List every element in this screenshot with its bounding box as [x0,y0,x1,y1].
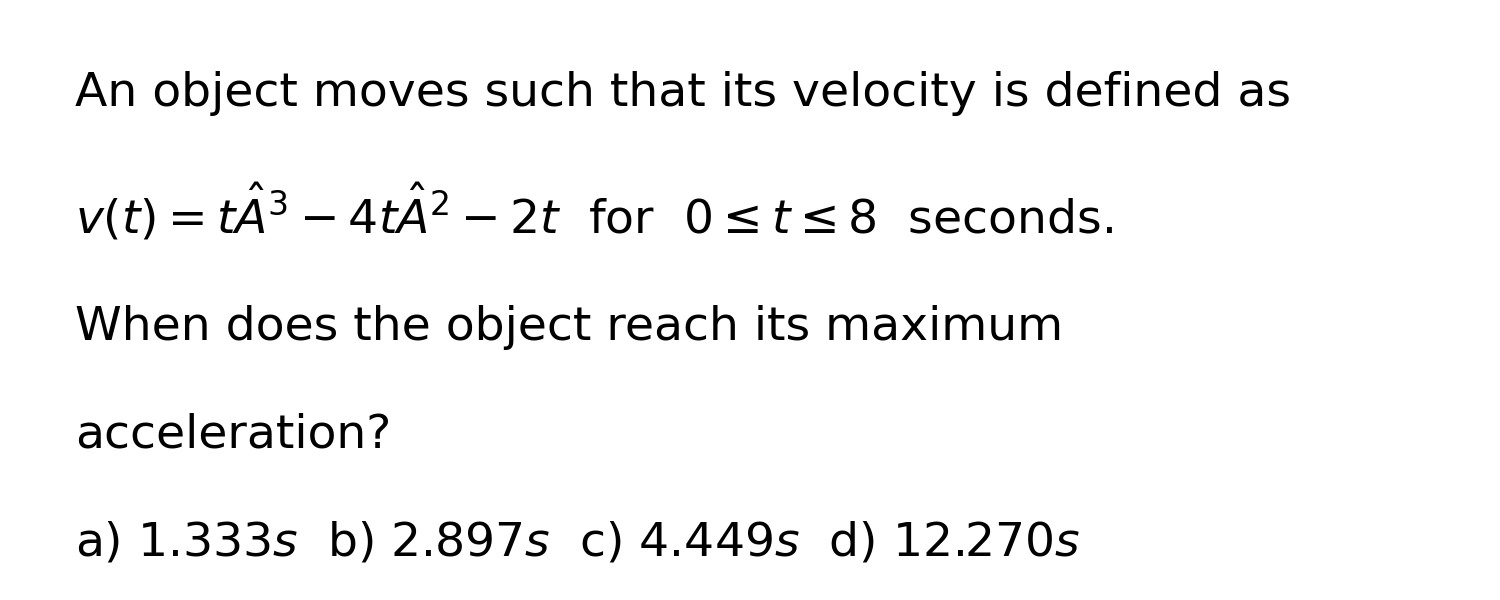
Text: $v(t) = t\hat{A}^3 - 4t\hat{A}^2 - 2t$  for  $0 \leq t \leq 8$  seconds.: $v(t) = t\hat{A}^3 - 4t\hat{A}^2 - 2t$ f… [75,182,1113,244]
Text: acceleration?: acceleration? [75,413,392,457]
Text: When does the object reach its maximum: When does the object reach its maximum [75,304,1064,349]
Text: An object moves such that its velocity is defined as: An object moves such that its velocity i… [75,70,1292,115]
Text: a) 1.333$s$  b) 2.897$s$  c) 4.449$s$  d) 12.270$s$: a) 1.333$s$ b) 2.897$s$ c) 4.449$s$ d) 1… [75,520,1080,565]
